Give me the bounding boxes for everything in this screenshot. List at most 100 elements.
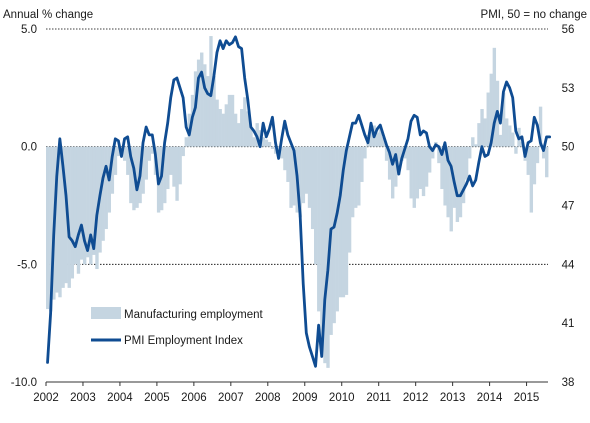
- bar: [418, 146, 423, 190]
- bar: [150, 146, 155, 154]
- bar: [480, 109, 484, 147]
- x-tick-label: 2010: [329, 392, 355, 404]
- bar: [212, 76, 216, 147]
- bar: [304, 146, 309, 194]
- bar: [283, 146, 287, 171]
- bar: [505, 118, 509, 147]
- bar: [46, 146, 50, 310]
- right-tick-label: 50: [562, 142, 575, 154]
- bar: [110, 146, 115, 194]
- bar: [317, 146, 321, 312]
- bar: [347, 146, 352, 253]
- bar: [104, 146, 108, 230]
- bar: [135, 146, 139, 208]
- bar: [92, 146, 96, 255]
- x-tick-label: 2005: [144, 392, 170, 404]
- bar: [446, 146, 450, 218]
- bar: [338, 146, 343, 298]
- x-tick-label: 2014: [477, 392, 503, 404]
- bar: [449, 146, 453, 232]
- legend-label-pmi-employment-index: PMI Employment Index: [124, 335, 243, 347]
- bar: [67, 146, 71, 288]
- bar: [280, 146, 284, 159]
- bar: [498, 134, 503, 147]
- bar: [200, 52, 204, 147]
- bar: [461, 146, 466, 204]
- bar: [307, 146, 312, 208]
- bar: [301, 146, 306, 204]
- bar: [215, 99, 219, 147]
- bar: [375, 132, 380, 147]
- right-tick-label: 38: [562, 377, 575, 389]
- bar: [381, 137, 386, 147]
- bar: [227, 94, 232, 147]
- x-tick-label: 2004: [107, 392, 133, 404]
- x-tick-label: 2013: [440, 392, 466, 404]
- bar: [391, 146, 395, 199]
- bar: [218, 109, 222, 147]
- bar: [474, 144, 478, 147]
- bar: [144, 146, 148, 180]
- bar: [61, 146, 65, 288]
- bar: [206, 76, 210, 147]
- bar: [541, 146, 546, 159]
- x-tick-label: 2011: [366, 392, 391, 404]
- line-series-pmi-employment-index: [46, 35, 552, 368]
- bar: [483, 118, 487, 147]
- bar: [243, 97, 247, 147]
- bar: [431, 146, 435, 159]
- bar: [471, 137, 475, 147]
- bar: [378, 125, 383, 147]
- bar: [298, 146, 302, 218]
- bar: [363, 146, 367, 159]
- bar: [289, 146, 293, 208]
- bar: [535, 146, 540, 164]
- bar: [387, 146, 392, 180]
- x-tick-label: 2008: [255, 392, 281, 404]
- bar: [221, 113, 225, 147]
- bar: [486, 92, 490, 147]
- left-tick-label: 0.0: [21, 142, 37, 154]
- right-tick-label: 53: [562, 83, 575, 95]
- bar: [178, 146, 182, 185]
- left-tick-label: 5.0: [21, 24, 37, 36]
- left-axis-ticks: 5.0 0.0 -5.0 -10.0: [11, 24, 37, 389]
- x-tick-label: 2009: [292, 392, 318, 404]
- bar: [233, 113, 238, 147]
- bar: [166, 146, 170, 190]
- bar: [270, 146, 275, 150]
- bar: [310, 146, 315, 230]
- bar: [406, 146, 410, 171]
- bar: [344, 146, 349, 295]
- right-tick-label: 41: [562, 318, 575, 330]
- bar: [369, 130, 373, 147]
- bar: [89, 146, 93, 265]
- legend: Manufacturing employment PMI Employment …: [91, 307, 264, 347]
- bar: [252, 137, 256, 147]
- x-tick-label: 2003: [70, 392, 96, 404]
- bar: [427, 146, 432, 173]
- bar: [147, 146, 152, 161]
- x-tick-label: 2002: [33, 392, 59, 404]
- bar: [113, 146, 118, 175]
- bar: [341, 146, 346, 298]
- bar: [409, 146, 413, 199]
- bar: [286, 146, 290, 182]
- grid-lines: [46, 28, 548, 265]
- bar: [203, 64, 207, 147]
- bar-series-manufacturing-employment: [46, 36, 549, 368]
- bar: [129, 146, 133, 204]
- bar: [437, 146, 441, 164]
- bar: [350, 146, 355, 218]
- right-tick-label: 44: [562, 259, 575, 271]
- bar: [175, 146, 179, 201]
- right-axis-ticks: 56 53 50 47 44 41 38: [562, 24, 575, 389]
- bar: [545, 146, 549, 178]
- bar: [240, 109, 244, 147]
- bar: [58, 146, 62, 298]
- bar: [169, 146, 173, 175]
- left-tick-label: -5.0: [17, 259, 37, 271]
- bar: [79, 146, 84, 260]
- right-tick-label: 47: [562, 201, 575, 213]
